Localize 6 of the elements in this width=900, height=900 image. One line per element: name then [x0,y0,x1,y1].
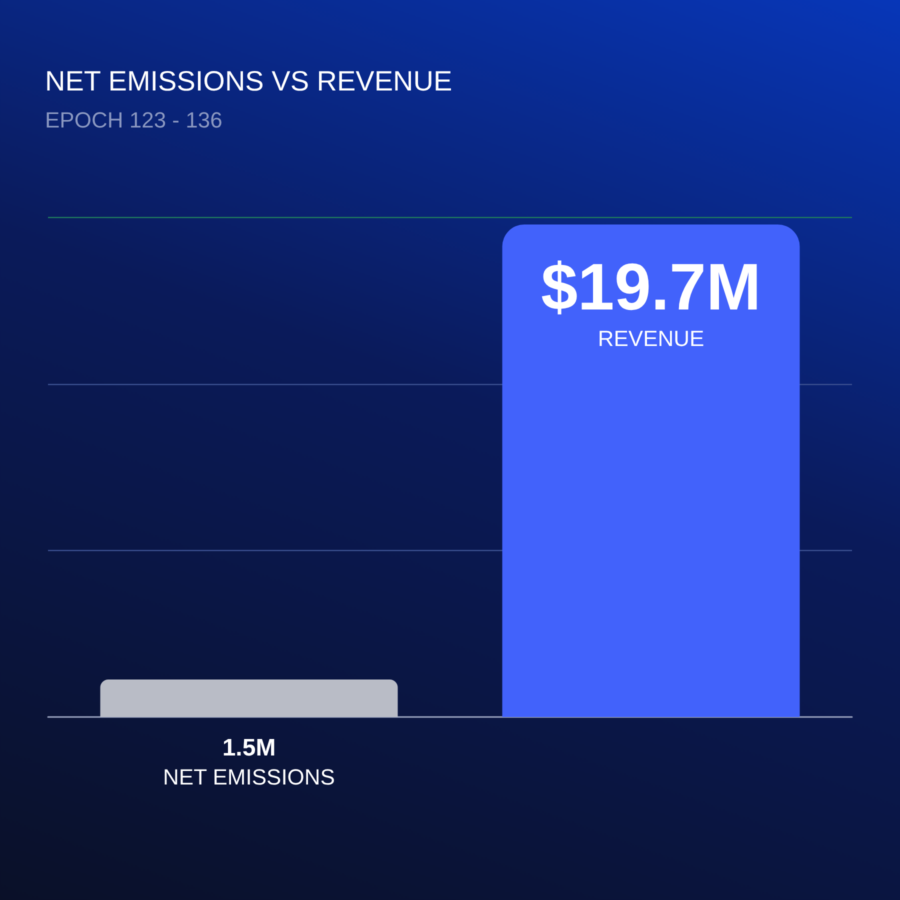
x-tick-label: NET EMISSIONS [163,764,335,790]
chart-title: NET EMISSIONS VS REVENUE [45,66,452,96]
x-tick-label: REVENUE [598,326,704,351]
chart-subtitle: EPOCH 123 - 136 [45,108,222,132]
data-label: $19.7M [540,250,762,324]
data-label: 1.5M [222,734,276,762]
